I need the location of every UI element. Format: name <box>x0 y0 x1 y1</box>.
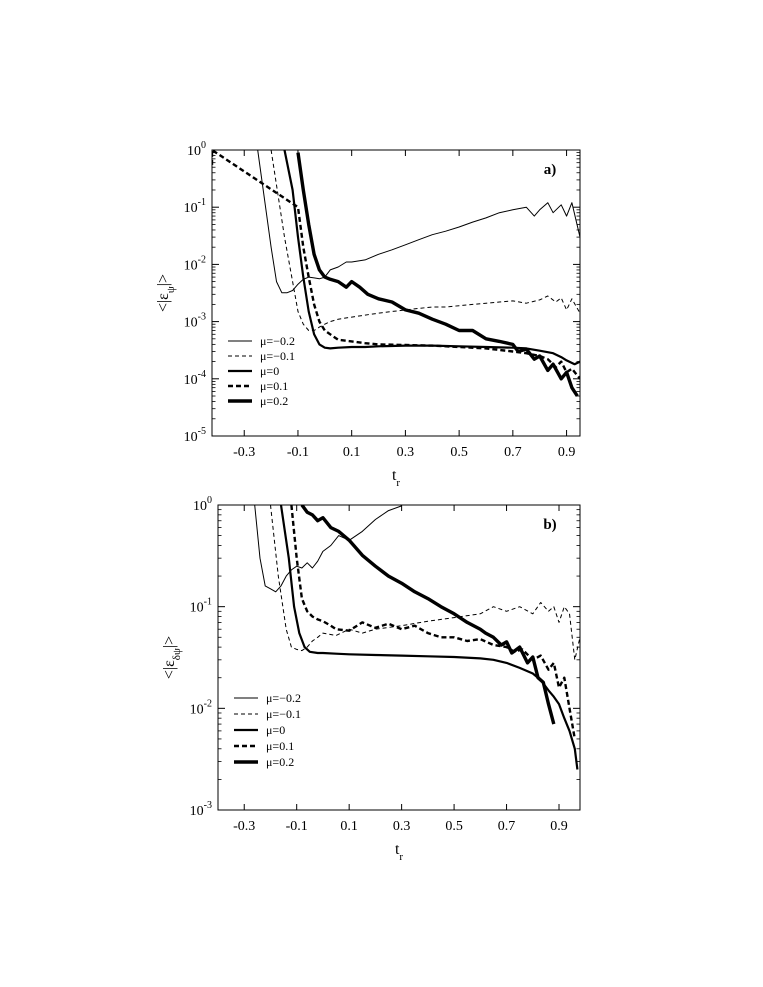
y-tick-label: 10-3 <box>190 800 212 819</box>
y-tick-label: 100 <box>193 495 212 514</box>
y-tick-label: 10-2 <box>184 254 206 273</box>
x-tick-label: 0.5 <box>450 445 468 460</box>
series-line-2 <box>283 150 580 366</box>
x-tick-label: 0.5 <box>445 819 463 834</box>
series-line-0 <box>257 150 580 294</box>
plot-frame <box>211 149 581 437</box>
series-line-4 <box>300 505 556 725</box>
y-tick-label: 10-3 <box>184 312 206 331</box>
panel-label: a) <box>544 162 557 178</box>
series-group <box>212 150 580 397</box>
x-tick-label: 0.9 <box>550 819 568 834</box>
y-tick-label: 10-1 <box>184 197 206 216</box>
legend-label-4: μ=0.2 <box>266 755 294 769</box>
x-tick-label: 0.3 <box>393 819 411 834</box>
x-tick-label: 0.9 <box>558 445 576 460</box>
panel-label: b) <box>543 517 556 533</box>
series-line-1 <box>270 505 580 661</box>
series-line-1 <box>270 150 580 331</box>
y-tick-label: 10-2 <box>190 698 212 717</box>
legend-label-0: μ=−0.2 <box>260 334 295 348</box>
y-tick-label: 10-5 <box>184 426 206 445</box>
series-line-0 <box>218 505 402 593</box>
y-axis-label: <|εψ|> <box>155 274 177 312</box>
y-axis-label: <|εδψ|> <box>161 636 183 679</box>
legend-label-2: μ=0 <box>260 364 279 378</box>
legend-label-1: μ=−0.1 <box>260 349 295 363</box>
x-tick-label: 0.1 <box>343 445 361 460</box>
plot-frame <box>217 504 581 811</box>
x-tick-label: -0.1 <box>287 445 309 460</box>
legend-label-1: μ=−0.1 <box>266 707 301 721</box>
x-tick-label: 0.7 <box>504 445 522 460</box>
series-line-3 <box>290 505 576 740</box>
x-tick-label: -0.3 <box>233 445 255 460</box>
x-tick-label: 0.1 <box>340 819 358 834</box>
y-tick-label: 10-1 <box>190 597 212 616</box>
series-line-4 <box>296 152 579 397</box>
legend-label-0: μ=−0.2 <box>266 691 301 705</box>
chart-panel-b: -0.3 -0.1 0.1 0.3 0.5 0.7 0.9 10-3 10-2 10-1 100 μ=… <box>161 495 581 863</box>
chart-panel-a: -0.3 -0.1 0.1 0.3 0.5 0.7 0.9 10-5 10-4 10-3 10-2 1… <box>155 140 581 489</box>
x-tick-label: -0.3 <box>233 819 255 834</box>
legend-label-2: μ=0 <box>266 723 285 737</box>
legend-label-3: μ=0.1 <box>260 379 288 393</box>
legend-label-3: μ=0.1 <box>266 739 294 753</box>
x-tick-label: 0.3 <box>397 445 415 460</box>
x-axis-label: tr <box>392 467 400 489</box>
y-tick-label: 100 <box>187 140 206 159</box>
x-tick-label: 0.7 <box>498 819 516 834</box>
x-tick-label: -0.1 <box>286 819 308 834</box>
y-tick-label: 10-4 <box>184 369 206 388</box>
x-axis-label: tr <box>395 841 403 863</box>
series-line-2 <box>279 505 579 770</box>
series-group <box>218 505 580 770</box>
legend-label-4: μ=0.2 <box>260 394 288 408</box>
